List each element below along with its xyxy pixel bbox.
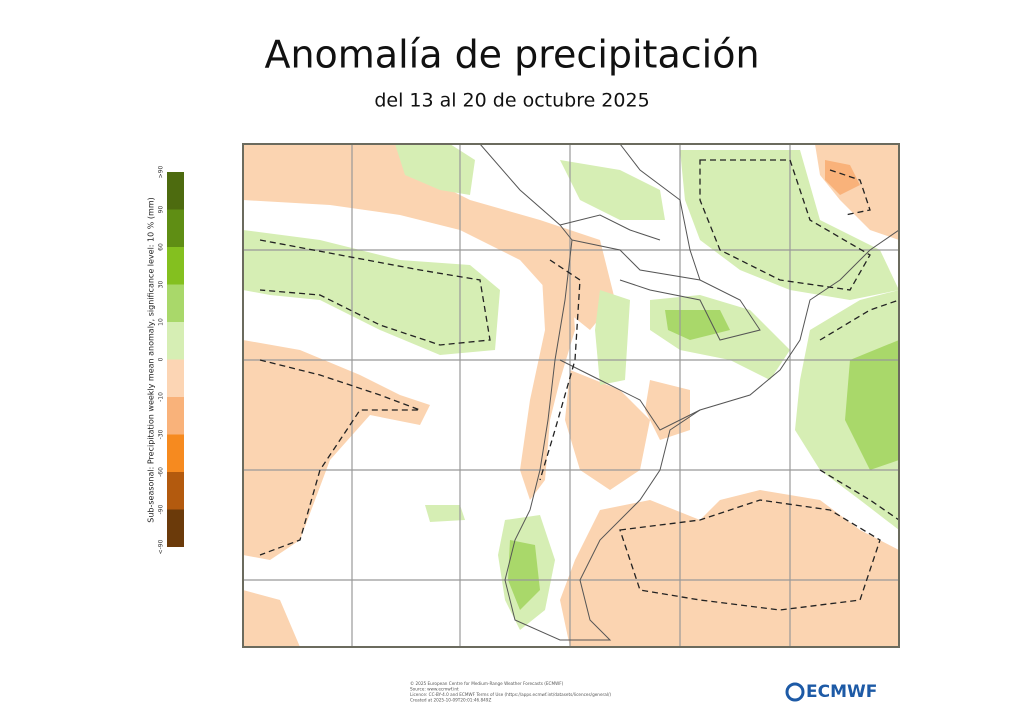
drier-patch <box>825 160 860 195</box>
footer-line: © 2025 European Centre for Medium-Range … <box>410 681 564 686</box>
map <box>242 143 900 648</box>
footer-line: Licence: CC-BY-4.0 and ECMWF Terms of Us… <box>410 692 611 697</box>
colorbar-band <box>167 397 184 435</box>
colorbar-tick-label: 30 <box>158 281 165 289</box>
logo-text: ECMWF <box>806 682 877 702</box>
footer-line: Source: www.ecmwf.int <box>410 687 459 692</box>
colorbar-tick-label: -90 <box>158 504 165 514</box>
dry-anomaly <box>243 144 899 647</box>
colorbar-band <box>167 172 184 210</box>
colorbar-tick-label: 60 <box>158 243 165 251</box>
colorbar-band <box>167 247 184 285</box>
colorbar-band <box>167 322 184 360</box>
colorbar-tick-label: >90 <box>158 165 165 178</box>
footer: © 2025 European Centre for Medium-Range … <box>410 681 611 703</box>
colorbar-tick-label: 10 <box>158 318 165 326</box>
colorbar-band <box>167 509 184 547</box>
wetter-patch <box>508 310 899 610</box>
colorbar-band <box>167 472 184 510</box>
colorbar-band <box>167 359 184 397</box>
map-frame <box>242 143 900 648</box>
colorbar-band <box>167 434 184 472</box>
colorbar-tick-label: -30 <box>158 429 165 439</box>
subtitle: del 13 al 20 de octubre 2025 <box>374 90 649 112</box>
colorbar-label: Sub-seasonal: Precipitation weekly mean … <box>147 197 156 523</box>
colorbar-tick-label: <-90 <box>158 539 165 554</box>
colorbar-tick-label: 90 <box>158 206 165 214</box>
colorbar: Sub-seasonal: Precipitation weekly mean … <box>147 165 184 554</box>
significance-contours <box>259 159 899 611</box>
logo: ECMWF <box>785 682 877 702</box>
title: Anomalía de precipitación <box>264 33 759 77</box>
borders <box>479 144 899 641</box>
footer-line: Created at 2025-10-09T20:01:46.849Z <box>410 698 491 703</box>
colorbar-tick-label: 0 <box>158 357 165 361</box>
colorbar-band <box>167 284 184 322</box>
colorbar-tick-label: -10 <box>158 392 165 402</box>
colorbar-band <box>167 209 184 247</box>
colorbar-tick-label: -60 <box>158 467 165 477</box>
